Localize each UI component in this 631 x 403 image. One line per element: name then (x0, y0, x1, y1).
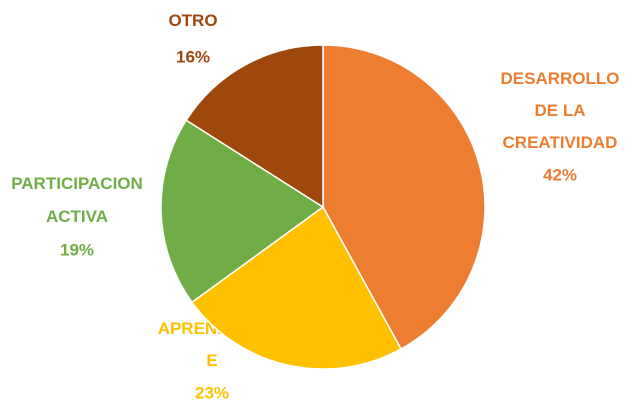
pie-slice (190, 205, 403, 370)
slice-label: OTRO (168, 11, 217, 30)
slice-value-label: 42% (543, 165, 577, 184)
pie-slice (322, 44, 486, 350)
slice-label: PARTICIPACION ACTIVA (11, 174, 143, 226)
slice-value-label: 19% (60, 240, 94, 259)
slice-label: DESARROLLO DE LA CREATIVIDAD (501, 69, 620, 152)
pie-slice (160, 119, 325, 304)
pie-slice (185, 44, 324, 209)
slice-value-label: 23% (195, 383, 229, 402)
slice-value-label: 16% (176, 47, 210, 66)
